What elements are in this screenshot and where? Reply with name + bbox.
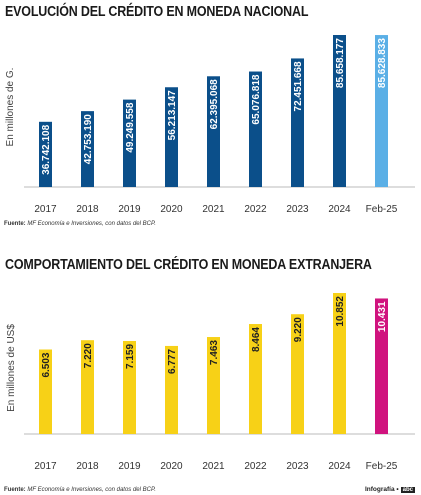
chart1-bar-2022: [249, 71, 262, 187]
chart2-source: Fuente: MF Economía e Inversiones, con d…: [4, 487, 156, 493]
infographic-credit: Infografía • abc: [365, 486, 415, 493]
chart2-plot: En millones de US$ 6.503 2017 7.220 2018 7.15…: [6, 293, 415, 472]
chart1-x-tick-label: 2019: [118, 204, 141, 215]
chart2-x-tick-label: 2021: [202, 461, 225, 472]
chart1-bar-2024: [333, 35, 346, 187]
chart1-value-label: 72.451.668: [293, 61, 304, 111]
chart2-bar-2019: [123, 340, 136, 434]
chart2-x-tick-label: 2022: [244, 461, 267, 472]
chart2-bar-2020: [165, 345, 178, 434]
chart1-source-label: Fuente:: [4, 221, 26, 227]
abc-logo: abc: [400, 487, 415, 493]
chart2-value-label: 7.220: [83, 343, 94, 368]
chart1-bar-2020: [165, 87, 178, 187]
chart2-source-text: MF Economía e Inversiones, con datos del…: [27, 487, 156, 493]
chart1-value-label: 85.658.177: [335, 38, 346, 88]
chart2-bar-2023: [291, 314, 304, 434]
chart2-value-label: 6.777: [167, 349, 178, 374]
chart2-source-label: Fuente:: [4, 487, 26, 493]
chart1-bar-2018: [81, 111, 94, 187]
chart1-plot: En millones de G. 36.742.108 2017 42.753.19…: [5, 35, 415, 215]
chart1-value-label: 62.395.068: [209, 79, 220, 129]
chart2-value-label: 7.159: [125, 344, 136, 369]
chart1-x-tick-label: 2017: [34, 204, 57, 215]
chart1-x-tick-label: 2023: [286, 204, 309, 215]
chart1-bar-2021: [207, 76, 220, 187]
chart1-bar-2023: [291, 58, 304, 188]
chart2-bar-2024: [333, 293, 346, 434]
chart2-bar-2017: [39, 349, 52, 434]
chart2-x-tick-label: 2020: [160, 461, 183, 472]
chart1-value-label: 85.628.833: [377, 38, 388, 88]
chart1-x-tick-label: 2022: [244, 204, 267, 215]
credit-text: Infografía •: [364, 486, 399, 493]
chart1-y-axis-label: En millones de G.: [5, 68, 16, 147]
chart1-value-label: 56.213.147: [167, 90, 178, 140]
chart1-bar-2019: [123, 99, 136, 187]
chart1-value-label: 42.753.190: [83, 114, 94, 164]
chart2-title: COMPORTAMIENTO DEL CRÉDITO EN MONEDA EXT…: [5, 257, 372, 273]
chart1-x-tick-label: Feb-25: [366, 204, 398, 215]
chart1-source: Fuente: MF Economía e Inversiones, con d…: [4, 221, 156, 227]
chart1-x-tick-label: 2021: [202, 204, 225, 215]
chart2-x-tick-label: 2024: [328, 461, 351, 472]
chart2-x-tick-label: 2017: [34, 461, 57, 472]
chart2-y-axis-label: En millones de US$: [6, 324, 17, 412]
chart1-value-label: 36.742.108: [41, 124, 52, 174]
chart2-bar-2021: [207, 337, 220, 434]
chart2-x-tick-label: Feb-25: [366, 461, 398, 472]
chart1-source-text: MF Economía e Inversiones, con datos del…: [27, 221, 156, 227]
chart1-bar-Feb-25: [375, 35, 388, 188]
chart2-value-label: 10.852: [335, 296, 346, 327]
chart2-bar-2022: [249, 324, 262, 434]
chart1-x-tick-label: 2018: [76, 204, 99, 215]
chart2-bar-Feb-25: [375, 298, 388, 434]
chart2-bar-2018: [81, 340, 94, 434]
chart1-title: EVOLUCIÓN DEL CRÉDITO EN MONEDA NACIONAL: [5, 4, 309, 20]
chart2-x-tick-label: 2018: [76, 461, 99, 472]
chart1-value-label: 49.249.558: [125, 102, 136, 152]
chart1-x-tick-label: 2020: [160, 204, 183, 215]
chart2-value-label: 6.503: [41, 352, 52, 377]
chart1-value-label: 65.076.818: [251, 74, 262, 124]
chart1-bar-2017: [39, 121, 52, 187]
chart2-value-label: 9.220: [293, 317, 304, 342]
chart2-value-label: 10.431: [377, 301, 388, 332]
chart1-x-tick-label: 2024: [328, 204, 351, 215]
chart2-value-label: 8.464: [251, 327, 262, 352]
chart2-x-tick-label: 2019: [118, 461, 141, 472]
chart2-value-label: 7.463: [209, 340, 220, 365]
chart2-x-tick-label: 2023: [286, 461, 309, 472]
